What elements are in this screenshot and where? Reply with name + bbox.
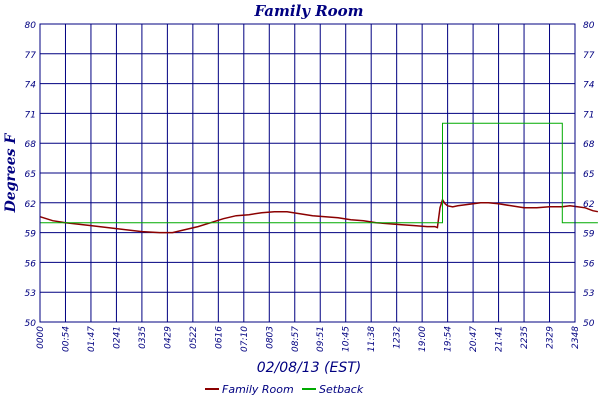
y-tick-label-left: 68	[25, 140, 37, 150]
x-axis-label: 02/08/13 (EST)	[257, 360, 362, 376]
x-tick-label: 20:47	[469, 326, 479, 352]
x-tick-label: 07:10	[240, 326, 250, 352]
y-tick-label-left: 56	[25, 259, 37, 269]
x-tick-label: 0335	[138, 326, 148, 349]
x-tick-label: 0429	[163, 326, 173, 349]
y-tick-label-left: 74	[25, 81, 37, 91]
x-tick-label: 0522	[189, 326, 199, 349]
y-tick-label-left: 62	[25, 200, 37, 210]
x-tick-label: 19:00	[418, 326, 428, 352]
y-tick-label-right: 71	[583, 110, 594, 120]
chart-title: Family Room	[253, 2, 363, 20]
x-tick-label: 0000	[36, 326, 46, 349]
y-tick-label-left: 80	[25, 21, 37, 31]
x-tick-label: 2235	[520, 326, 530, 349]
y-tick-label-left: 65	[25, 170, 37, 180]
legend: Family Room Setback	[205, 383, 364, 396]
x-tick-label: 2348	[571, 326, 581, 349]
y-tick-label-right: 53	[583, 289, 595, 299]
x-tick-label: 11:38	[367, 326, 377, 352]
x-tick-label: 0616	[214, 326, 224, 349]
y-tick-label-left: 77	[25, 51, 37, 61]
series-line-family-room	[39, 198, 599, 234]
x-tick-label: 0803	[265, 326, 275, 349]
x-tick-label: 21:41	[495, 326, 505, 352]
x-tick-label: 19:54	[444, 326, 454, 352]
x-axis: 0000 00:54 01:47 0241 0335 0429 0522 0616 07:10 0…	[36, 326, 581, 352]
y-tick-label-right: 74	[583, 81, 595, 91]
y-axis-left: 50 53 56 59 62 65 68 71 74 77 80	[25, 21, 37, 329]
x-tick-label: 01:47	[87, 326, 97, 352]
y-axis-right: 50 53 56 59 62 65 68 71 74 77 80	[583, 21, 595, 329]
series-line-setback	[40, 122, 598, 224]
x-tick-label: 08:57	[291, 326, 301, 352]
y-tick-label-right: 56	[583, 259, 595, 269]
y-tick-label-left: 71	[25, 110, 36, 120]
y-tick-label-left: 53	[25, 289, 37, 299]
y-axis-label: Degrees F	[3, 133, 19, 214]
y-tick-label-right: 62	[583, 200, 595, 210]
y-tick-label-right: 68	[583, 140, 595, 150]
grid	[39, 23, 576, 323]
y-tick-label-right: 65	[583, 170, 595, 180]
x-tick-label: 0241	[112, 326, 122, 349]
y-tick-label-left: 50	[25, 319, 37, 329]
x-tick-label: 09:51	[316, 326, 326, 352]
y-tick-label-right: 80	[583, 21, 595, 31]
y-tick-label-right: 59	[583, 230, 595, 240]
x-tick-label: 10:45	[342, 326, 352, 352]
legend-label: Setback	[319, 383, 364, 396]
y-tick-label-right: 77	[583, 51, 595, 61]
x-tick-label: 2329	[546, 326, 556, 349]
x-tick-label: 00:54	[61, 326, 71, 352]
series-layer	[39, 122, 599, 234]
y-tick-label-right: 50	[583, 319, 595, 329]
plot-frame	[39, 23, 576, 323]
y-tick-label-left: 59	[25, 230, 37, 240]
legend-label: Family Room	[222, 383, 294, 396]
x-tick-label: 1232	[393, 326, 403, 349]
